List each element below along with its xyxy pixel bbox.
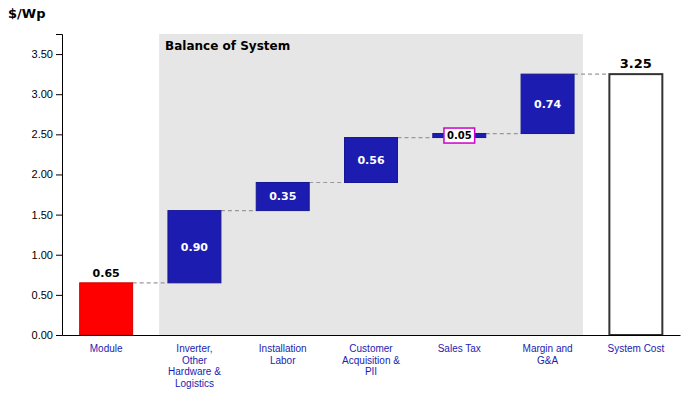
y-axis: 0.00 0.50 1.00 1.50 2.00 2.50 3.00 3.50 [32, 35, 63, 342]
y-tick-label: 1.00 [32, 249, 53, 261]
x-tick-label: System Cost [608, 343, 665, 354]
data-label: 0.74 [534, 98, 561, 111]
y-axis-title: $/Wp [8, 6, 45, 21]
x-tick-label-line: G&A [537, 355, 558, 366]
y-tick-label: 3.00 [32, 88, 53, 100]
x-tick-label: Sales Tax [438, 343, 481, 354]
x-tick: Module [90, 335, 123, 354]
x-tick-label-line: Inverter, [176, 343, 212, 354]
y-tick: 0.00 [32, 329, 62, 341]
y-tick: 2.00 [32, 168, 62, 180]
bar [521, 74, 574, 133]
y-tick-label: 1.50 [32, 209, 53, 221]
data-label: 0.65 [93, 267, 120, 280]
x-tick-label-line: Logistics [175, 378, 214, 389]
x-tick-label: Inverter,OtherHardware &Logistics [168, 343, 221, 389]
x-tick-label: Margin andG&A [523, 343, 573, 366]
x-tick-label-line: Module [90, 343, 123, 354]
chart-container: 0.00 0.50 1.00 1.50 2.00 2.50 3.00 3.50 Module In… [0, 0, 700, 413]
x-tick: CustomerAcquisition &PII [342, 335, 400, 377]
x-tick-label: CustomerAcquisition &PII [342, 343, 400, 377]
y-tick: 0.50 [32, 289, 62, 301]
x-tick-label-line: PII [365, 366, 377, 377]
data-label-group: 0.56 [357, 154, 384, 167]
y-tick: 3.50 [32, 48, 62, 60]
bar [168, 211, 221, 283]
x-tick-label-line: Margin and [523, 343, 573, 354]
y-tick-label: 2.50 [32, 128, 53, 140]
data-label: 0.90 [181, 241, 208, 254]
y-tick-mark [56, 335, 62, 336]
x-tick-label: Module [90, 343, 123, 354]
y-tick: 3.00 [32, 88, 62, 100]
connector [221, 210, 256, 211]
y-tick: 1.50 [32, 209, 62, 221]
y-tick-mark [56, 94, 62, 95]
y-tick: 1.00 [32, 249, 62, 261]
x-axis: ModuleInverter,OtherHardware &LogisticsI… [63, 335, 681, 389]
y-axis-line [56, 35, 63, 336]
x-tick: System Cost [608, 335, 665, 354]
x-tick: Margin andG&A [523, 335, 573, 366]
bar [256, 182, 309, 210]
y-tick-mark [56, 134, 62, 135]
x-axis-line [63, 335, 681, 336]
marks [80, 34, 663, 335]
y-tick-mark [56, 295, 62, 296]
connector [397, 137, 432, 138]
x-tick: InstallationLabor [259, 335, 307, 366]
annotation-band [159, 34, 583, 335]
connector [309, 182, 344, 183]
y-tick-mark [56, 215, 62, 216]
x-tick-label-line: Customer [349, 343, 393, 354]
bar [345, 138, 398, 183]
x-tick-label-line: System Cost [608, 343, 665, 354]
y-tick-label: 0.00 [32, 329, 53, 341]
y-tick-label: 0.50 [32, 289, 53, 301]
x-tick-label-line: Sales Tax [438, 343, 481, 354]
y-tick-mark [56, 54, 62, 55]
connector [133, 282, 168, 283]
y-tick-mark [56, 174, 62, 175]
connector [574, 74, 609, 75]
data-label: 0.35 [269, 190, 296, 203]
x-tick: Sales Tax [438, 335, 481, 354]
x-tick-label-line: Installation [259, 343, 307, 354]
bar [609, 74, 662, 335]
data-label: 0.56 [357, 154, 384, 167]
data-label-group: 0.74 [534, 98, 561, 111]
data-label: 0.05 [447, 130, 472, 141]
data-label: 3.25 [620, 56, 652, 71]
bar [80, 283, 133, 335]
data-label-box [444, 128, 475, 143]
x-tick-label-line: Hardware & [168, 366, 221, 377]
x-tick-label: InstallationLabor [259, 343, 307, 366]
y-tick-mark [56, 255, 62, 256]
x-tick-label-line: Labor [270, 355, 296, 366]
y-tick-label: 3.50 [32, 48, 53, 60]
annotation: Balance of System [165, 39, 290, 53]
data-label-group: 0.35 [269, 190, 296, 203]
chart-svg: 0.00 0.50 1.00 1.50 2.00 2.50 3.00 3.50 Module In… [0, 0, 700, 413]
plot-area: 0.00 0.50 1.00 1.50 2.00 2.50 3.00 3.50 Module In… [32, 34, 681, 389]
data-labels: 0.65 0.90 0.35 0.56 0.05 0.74 3.25 [93, 56, 652, 280]
data-label-group: 0.90 [181, 241, 208, 254]
x-tick-label-line: Other [182, 355, 208, 366]
data-label-group: 0.05 [444, 128, 475, 143]
y-tick: 2.50 [32, 128, 62, 140]
connector [486, 133, 521, 134]
x-tick-label-line: Acquisition & [342, 355, 400, 366]
y-tick-label: 2.00 [32, 168, 53, 180]
x-tick: Inverter,OtherHardware &Logistics [168, 335, 221, 389]
